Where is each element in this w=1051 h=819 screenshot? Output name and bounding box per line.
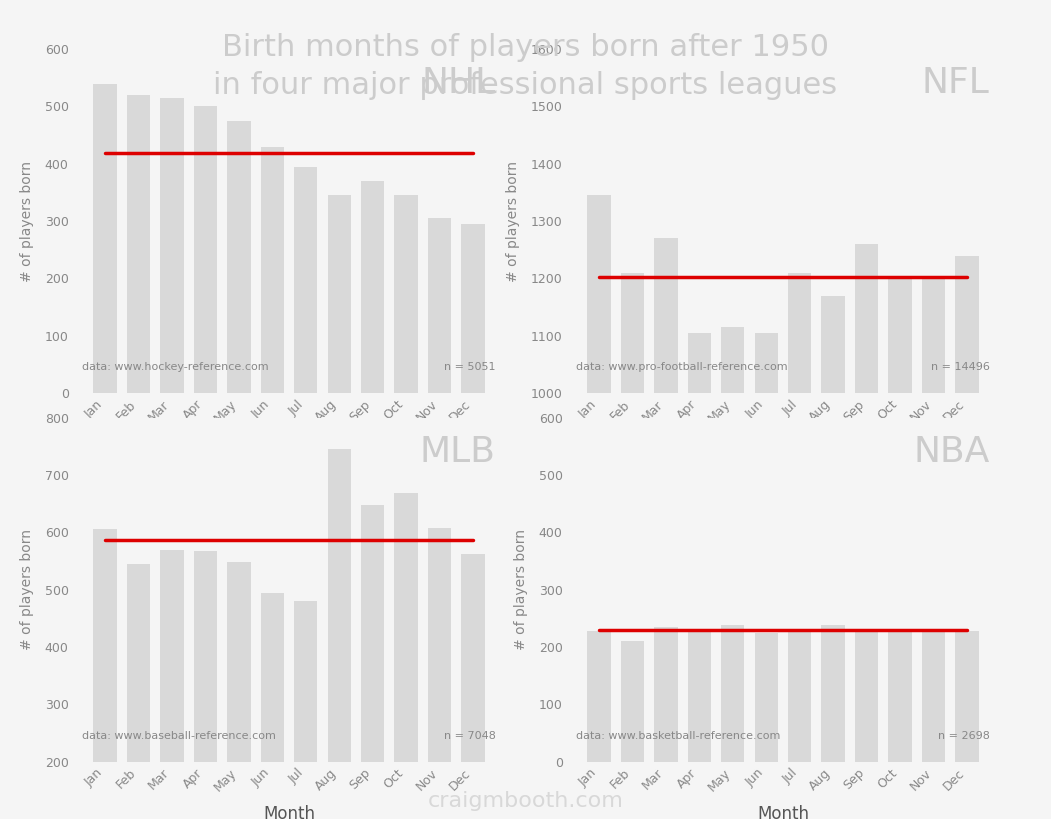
- Bar: [822, 625, 845, 762]
- Bar: [888, 278, 912, 819]
- Bar: [160, 550, 184, 819]
- Text: craigmbooth.com: craigmbooth.com: [428, 791, 623, 811]
- Y-axis label: # of players born: # of players born: [20, 529, 34, 650]
- Bar: [788, 631, 811, 762]
- Bar: [620, 273, 644, 819]
- X-axis label: Month: Month: [263, 437, 315, 455]
- X-axis label: Month: Month: [757, 437, 809, 455]
- Y-axis label: # of players born: # of players born: [506, 161, 519, 282]
- Bar: [654, 238, 678, 819]
- Text: data: www.hockey-reference.com: data: www.hockey-reference.com: [82, 363, 269, 373]
- Bar: [922, 630, 946, 762]
- Bar: [294, 601, 317, 819]
- Bar: [294, 167, 317, 393]
- Bar: [461, 554, 485, 819]
- Text: n = 2698: n = 2698: [937, 731, 990, 741]
- Bar: [360, 181, 385, 393]
- Bar: [328, 449, 351, 819]
- X-axis label: Month: Month: [757, 805, 809, 819]
- Text: NFL: NFL: [922, 66, 990, 101]
- Bar: [261, 147, 284, 393]
- Bar: [394, 493, 418, 819]
- Bar: [955, 631, 978, 762]
- Bar: [193, 106, 218, 393]
- Bar: [126, 563, 150, 819]
- Bar: [721, 327, 744, 819]
- Bar: [687, 631, 712, 762]
- Bar: [360, 505, 385, 819]
- Text: n = 7048: n = 7048: [444, 731, 496, 741]
- Text: NHL: NHL: [421, 66, 496, 101]
- Bar: [94, 530, 117, 819]
- Bar: [654, 627, 678, 762]
- Bar: [755, 632, 778, 762]
- Bar: [227, 120, 250, 393]
- Bar: [721, 625, 744, 762]
- Text: n = 5051: n = 5051: [445, 363, 496, 373]
- Text: data: www.basketball-reference.com: data: www.basketball-reference.com: [576, 731, 781, 741]
- Bar: [394, 196, 418, 393]
- Bar: [854, 630, 879, 762]
- Bar: [328, 196, 351, 393]
- Bar: [822, 296, 845, 819]
- Bar: [788, 273, 811, 819]
- Text: n = 14496: n = 14496: [931, 363, 990, 373]
- Bar: [261, 593, 284, 819]
- Text: data: www.pro-football-reference.com: data: www.pro-football-reference.com: [576, 363, 788, 373]
- Bar: [854, 244, 879, 819]
- Bar: [94, 84, 117, 393]
- Bar: [160, 97, 184, 393]
- Bar: [126, 95, 150, 393]
- Bar: [955, 256, 978, 819]
- Text: MLB: MLB: [420, 435, 496, 469]
- Bar: [922, 278, 946, 819]
- Bar: [461, 224, 485, 393]
- Text: Birth months of players born after 1950
in four major professional sports league: Birth months of players born after 1950 …: [213, 33, 838, 100]
- Bar: [620, 641, 644, 762]
- Text: NBA: NBA: [913, 435, 990, 469]
- Bar: [687, 333, 712, 819]
- Y-axis label: # of players born: # of players born: [20, 161, 34, 282]
- X-axis label: Month: Month: [263, 805, 315, 819]
- Bar: [227, 562, 250, 819]
- Bar: [428, 219, 452, 393]
- Y-axis label: # of players born: # of players born: [514, 529, 528, 650]
- Bar: [755, 333, 778, 819]
- Bar: [428, 527, 452, 819]
- Bar: [193, 550, 218, 819]
- Bar: [588, 631, 611, 762]
- Text: data: www.baseball-reference.com: data: www.baseball-reference.com: [82, 731, 276, 741]
- Bar: [888, 630, 912, 762]
- Bar: [588, 196, 611, 819]
